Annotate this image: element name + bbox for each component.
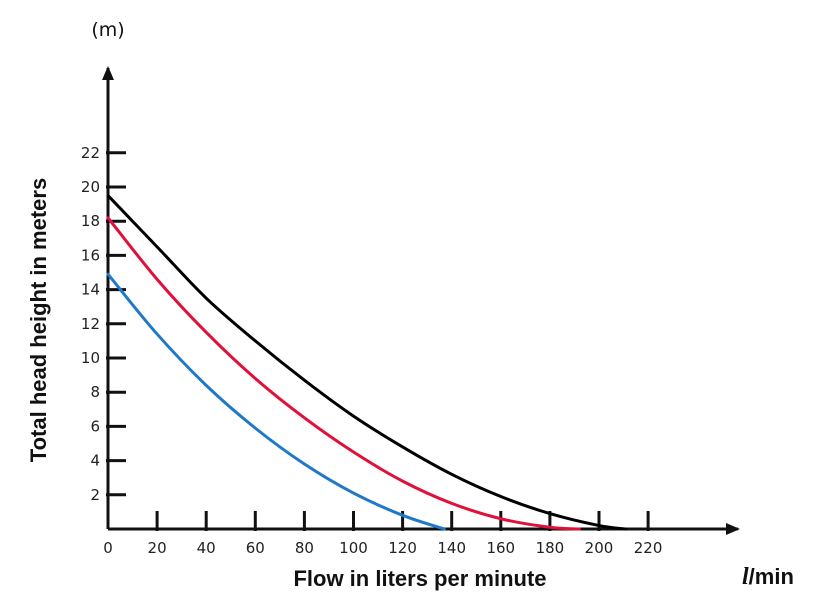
x-unit-symbol: l bbox=[742, 564, 749, 590]
series-line-2 bbox=[106, 216, 581, 531]
x-axis-ticks: 0 20 40 60 80 100 120 140 160 180 200 220 bbox=[103, 511, 662, 557]
x-tick-label: 40 bbox=[197, 539, 216, 557]
x-tick-label: 0 bbox=[103, 539, 113, 557]
x-tick-label: 80 bbox=[295, 539, 314, 557]
series-line-1 bbox=[106, 194, 628, 531]
x-unit-rest: /min bbox=[749, 564, 794, 589]
y-tick-label: 6 bbox=[90, 417, 100, 435]
y-tick-label: 2 bbox=[90, 486, 100, 504]
x-tick-label: 140 bbox=[437, 539, 466, 557]
x-tick-label: 120 bbox=[388, 539, 417, 557]
series-curves bbox=[106, 194, 628, 531]
y-unit-label: (m) bbox=[91, 19, 124, 41]
y-tick-label: 10 bbox=[81, 349, 100, 367]
x-tick-label: 100 bbox=[339, 539, 368, 557]
x-unit-label: l/min bbox=[742, 564, 794, 590]
series-line-3 bbox=[106, 272, 446, 531]
x-axis-title: Flow in liters per minute bbox=[293, 566, 546, 591]
y-axis-title: Total head height in meters bbox=[26, 178, 51, 462]
y-tick-label: 8 bbox=[90, 383, 100, 401]
x-tick-label: 60 bbox=[246, 539, 265, 557]
x-tick-label: 180 bbox=[536, 539, 565, 557]
y-tick-label: 22 bbox=[81, 144, 100, 162]
y-tick-label: 14 bbox=[81, 281, 100, 299]
y-tick-label: 12 bbox=[81, 315, 100, 333]
x-tick-label: 20 bbox=[148, 539, 167, 557]
y-tick-label: 4 bbox=[90, 452, 100, 470]
y-tick-label: 18 bbox=[81, 212, 100, 230]
x-tick-label: 200 bbox=[585, 539, 614, 557]
y-tick-label: 16 bbox=[81, 246, 100, 264]
y-tick-label: 20 bbox=[81, 178, 100, 196]
x-tick-label: 160 bbox=[486, 539, 515, 557]
y-axis-ticks: 2 4 6 8 10 12 14 16 18 20 22 bbox=[81, 144, 126, 504]
x-tick-label: 220 bbox=[634, 539, 663, 557]
